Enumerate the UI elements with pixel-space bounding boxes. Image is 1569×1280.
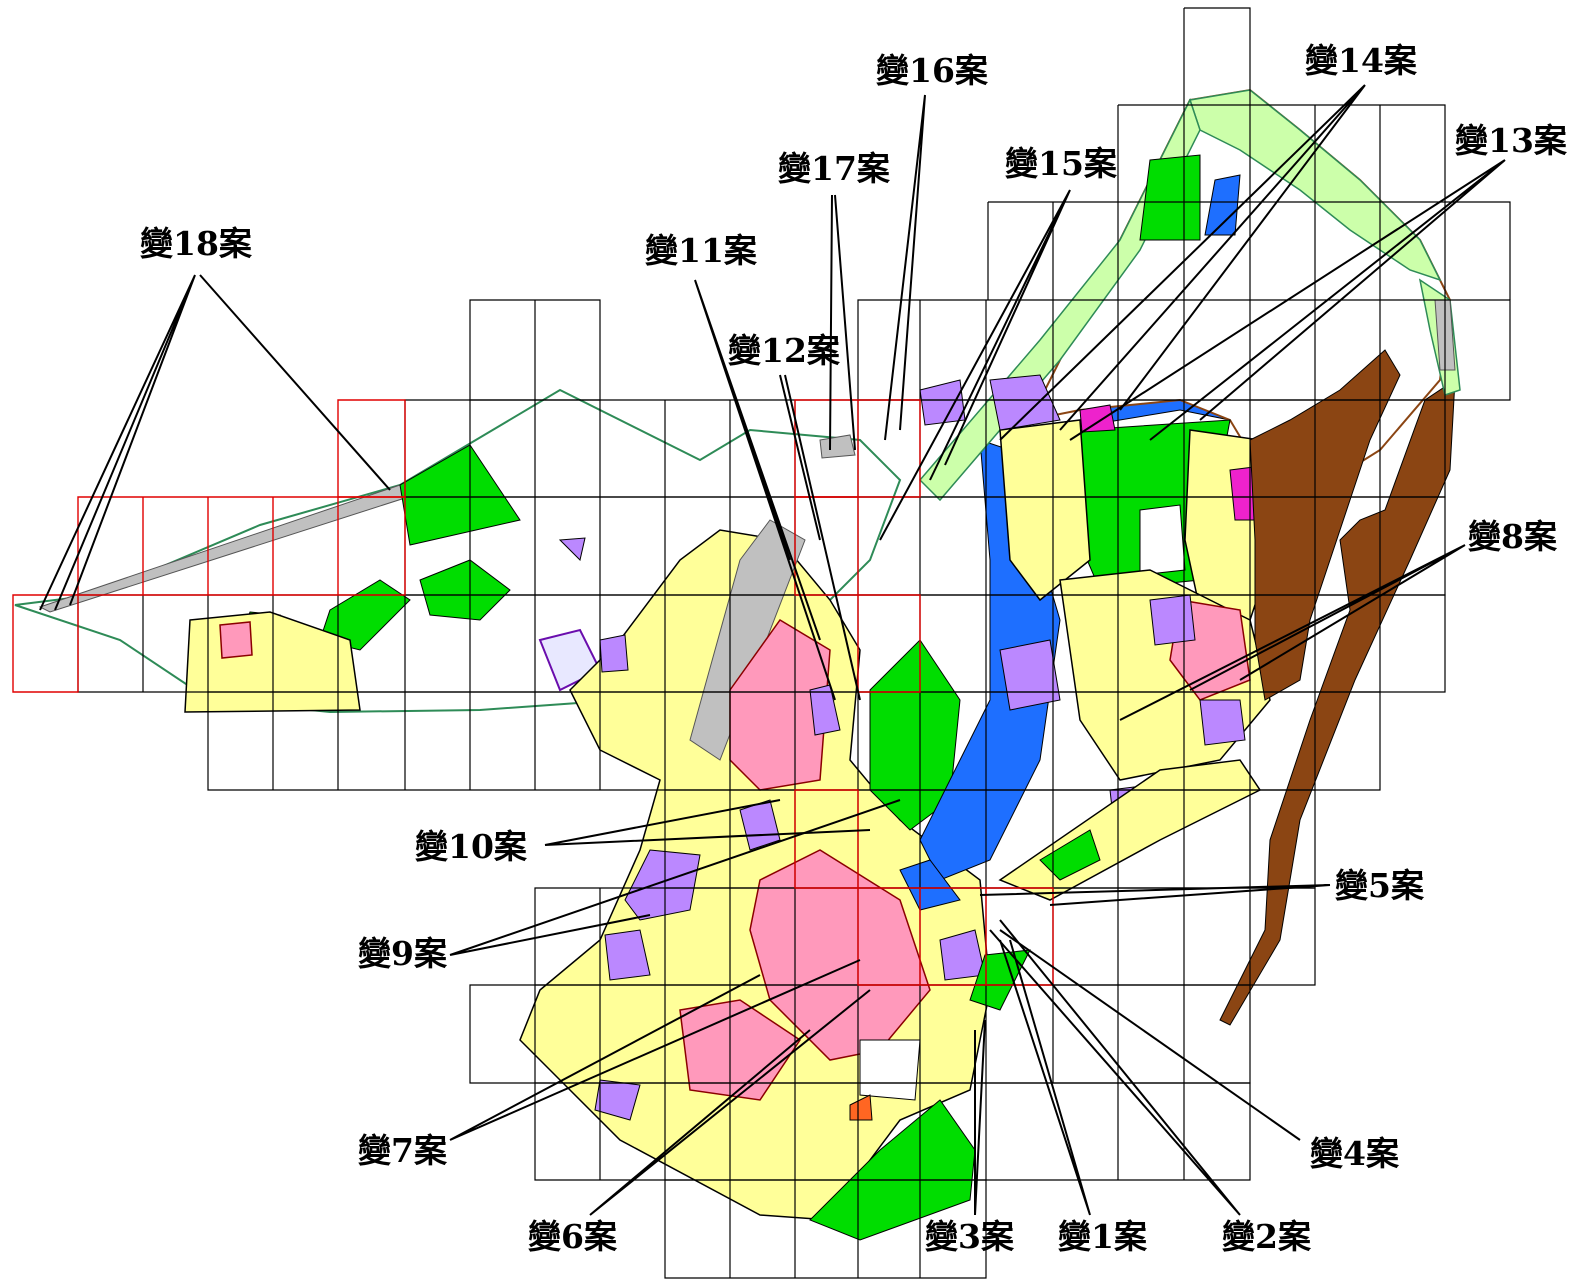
school-c7 [599, 634, 629, 673]
label-case-6: 變6案 [528, 1217, 618, 1256]
road-north [819, 434, 856, 459]
green-park-w1 [399, 444, 521, 546]
label-case-10: 變10案 [415, 827, 528, 866]
commercial-w1 [219, 621, 253, 659]
school-e2 [999, 639, 1061, 711]
label-case-5: 變5案 [1335, 866, 1425, 905]
southeast-strip [998, 759, 1262, 901]
label-case-17: 變17案 [778, 149, 891, 188]
case-labels: 變18案 變17案 變16案 變15案 變14案 變13案 變12案 變11案 … [140, 41, 1568, 1256]
school-e3 [1149, 594, 1196, 646]
label-case-18: 變18案 [140, 224, 253, 263]
label-case-16: 變16案 [876, 51, 989, 90]
school-w1 [558, 537, 586, 561]
commercial-e3 [1079, 404, 1116, 433]
label-case-13: 變13案 [1455, 121, 1568, 160]
leader-lines [39, 84, 1506, 1216]
label-case-4: 變4案 [1310, 1134, 1400, 1173]
industrial-pier [1219, 379, 1456, 1026]
school-e4 [1199, 699, 1246, 746]
label-case-1: 變1案 [1058, 1217, 1148, 1256]
school-c2 [604, 929, 651, 981]
label-case-2: 變2案 [1222, 1217, 1312, 1256]
label-case-7: 變7案 [358, 1131, 448, 1170]
land-use-layer [14, 88, 1461, 1241]
white-area-c1 [859, 1039, 921, 1101]
label-case-9: 變9案 [358, 934, 448, 973]
label-case-11: 變11案 [645, 231, 758, 270]
school-c4 [809, 684, 841, 736]
white-area-ne [1139, 504, 1186, 576]
label-case-3: 變3案 [925, 1217, 1015, 1256]
school-e1 [989, 374, 1061, 431]
sheet-grid [12, 7, 1511, 1279]
school-e6 [919, 379, 966, 426]
green-park-ne1 [1139, 154, 1201, 241]
green-park-w3 [419, 559, 511, 621]
public-ne1 [1204, 174, 1241, 236]
label-case-15: 變15案 [1005, 144, 1118, 183]
label-case-12: 變12案 [728, 331, 841, 370]
label-case-14: 變14案 [1305, 41, 1418, 80]
orange-facility [849, 1094, 873, 1121]
label-case-8: 變8案 [1468, 517, 1558, 556]
